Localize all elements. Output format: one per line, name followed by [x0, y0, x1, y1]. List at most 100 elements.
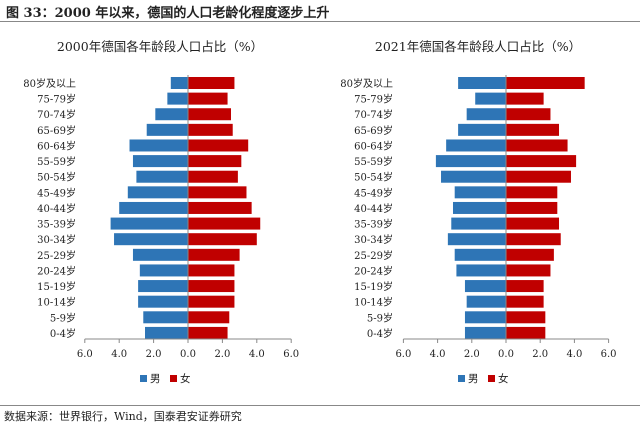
bar-male [466, 295, 506, 308]
chart-title: 2021年德国各年龄段人口占比（%） [375, 39, 581, 54]
bar-male [475, 92, 506, 105]
bar-female [188, 92, 228, 105]
bar-male [452, 201, 506, 214]
bar-female [188, 264, 235, 277]
bar-male [446, 139, 506, 152]
bar-male [464, 280, 506, 293]
bar-male [454, 248, 506, 261]
legend-swatch-male [458, 375, 465, 382]
category-label: 20-24岁 [37, 264, 76, 277]
x-tick-label: 6.0 [77, 349, 93, 360]
category-label: 45-49岁 [37, 186, 76, 199]
bar-male [114, 233, 188, 246]
category-label: 30-34岁 [354, 233, 393, 246]
x-tick-label: 2.0 [464, 349, 480, 360]
bar-female [506, 233, 561, 246]
bar-female [506, 92, 544, 105]
bar-male [132, 155, 188, 168]
chart-title: 2000年德国各年龄段人口占比（%） [57, 39, 263, 54]
category-label: 10-14岁 [354, 296, 393, 309]
bar-male [145, 326, 188, 339]
bar-male [146, 123, 188, 136]
category-label: 5-9岁 [50, 311, 76, 324]
bar-female [506, 217, 560, 230]
bar-female [506, 123, 560, 136]
category-label: 30-34岁 [37, 233, 76, 246]
category-label: 0-4岁 [50, 327, 76, 340]
bar-female [188, 217, 261, 230]
x-tick-label: 4.0 [111, 349, 127, 360]
bar-male [155, 108, 188, 121]
legend-label: 男 [468, 373, 479, 385]
category-label: 25-29岁 [37, 249, 76, 262]
category-label: 60-64岁 [354, 139, 393, 152]
x-tick-label: 6.0 [395, 349, 411, 360]
x-tick-label: 0.0 [180, 349, 196, 360]
bar-female [188, 155, 242, 168]
bar-female [506, 295, 544, 308]
bar-male [138, 280, 188, 293]
source-note: 数据来源：世界银行，Wind，国泰君安证券研究 [4, 410, 242, 423]
x-tick-label: 6.0 [601, 349, 617, 360]
x-tick-label: 2.0 [532, 349, 548, 360]
bar-female [506, 311, 546, 324]
bar-male [167, 92, 188, 105]
bar-male [127, 186, 188, 199]
bar-female [188, 201, 252, 214]
bar-male [447, 233, 506, 246]
category-label: 65-69岁 [354, 124, 393, 137]
x-tick-label: 4.0 [249, 349, 265, 360]
bar-male [138, 295, 188, 308]
legend-label: 男 [150, 373, 161, 385]
x-tick-label: 6.0 [283, 349, 299, 360]
x-tick-label: 4.0 [430, 349, 446, 360]
category-label: 70-74岁 [37, 108, 76, 121]
bar-female [188, 311, 230, 324]
bar-male [170, 77, 188, 89]
category-label: 5-9岁 [367, 311, 393, 324]
bar-female [506, 248, 554, 261]
bar-male [466, 108, 506, 121]
category-label: 55-59岁 [37, 155, 76, 168]
category-label: 45-49岁 [354, 186, 393, 199]
bar-male [441, 170, 506, 183]
x-tick-label: 2.0 [146, 349, 162, 360]
bar-female [506, 280, 544, 293]
bar-male [458, 77, 506, 89]
category-label: 0-4岁 [367, 327, 393, 340]
category-label: 50-54岁 [354, 171, 393, 184]
bar-male [454, 186, 506, 199]
bar-female [188, 295, 235, 308]
bar-female [188, 186, 247, 199]
bar-female [506, 264, 551, 277]
bar-female [506, 170, 571, 183]
legend-label: 女 [498, 372, 509, 385]
category-label: 40-44岁 [354, 202, 393, 215]
category-label: 80岁及以上 [23, 77, 76, 90]
legend-label: 女 [180, 372, 191, 385]
category-label: 10-14岁 [37, 296, 76, 309]
category-label: 25-29岁 [354, 249, 393, 262]
bar-female [188, 326, 228, 339]
source-divider [0, 405, 640, 406]
category-label: 75-79岁 [37, 93, 76, 106]
bar-female [506, 77, 585, 89]
figure-title: 图 33：2000 年以来，德国的人口老龄化程度逐步上升 [6, 6, 330, 21]
category-label: 15-19岁 [37, 280, 76, 293]
bar-female [188, 233, 257, 246]
bar-female [188, 139, 249, 152]
category-label: 20-24岁 [354, 264, 393, 277]
bar-female [188, 248, 240, 261]
legend-swatch-male [140, 375, 147, 382]
bar-male [464, 326, 506, 339]
x-tick-label: 2.0 [214, 349, 230, 360]
category-label: 15-19岁 [354, 280, 393, 293]
bar-female [506, 108, 551, 121]
bar-male [464, 311, 506, 324]
legend-swatch-female [170, 375, 177, 382]
x-tick-label: 4.0 [566, 349, 582, 360]
title-divider [0, 21, 640, 22]
bar-female [506, 326, 546, 339]
bar-male [458, 123, 506, 136]
